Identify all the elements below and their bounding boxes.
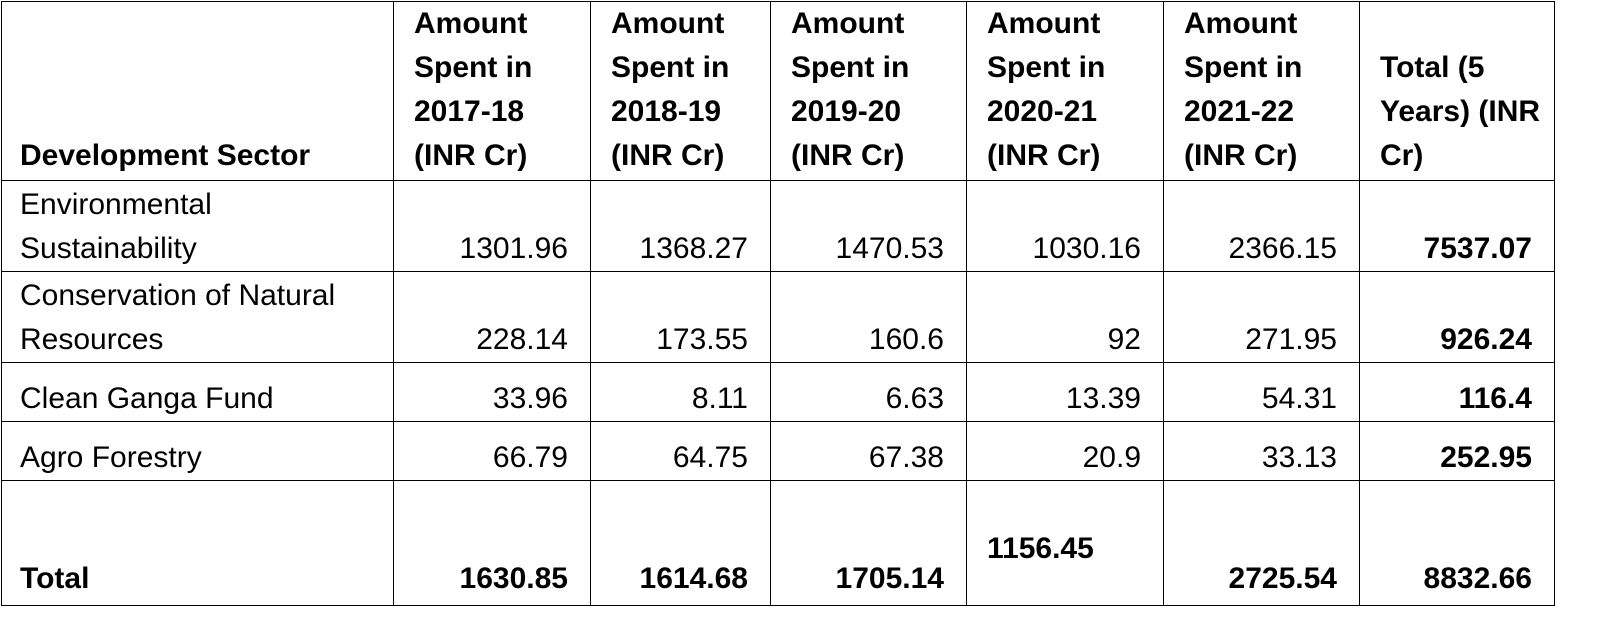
value-cell: 2366.15 bbox=[1163, 180, 1360, 272]
header-2019-20: Amount Spent in 2019-20 (INR Cr) bbox=[770, 1, 967, 181]
value-cell: 173.55 bbox=[590, 271, 771, 363]
value-cell: 1030.16 bbox=[966, 180, 1164, 272]
value-cell: 1470.53 bbox=[770, 180, 967, 272]
header-2020-21: Amount Spent in 2020-21 (INR Cr) bbox=[966, 1, 1164, 181]
header-row: Development Sector Amount Spent in 2017-… bbox=[1, 1, 1555, 181]
total-label-cell: Total bbox=[1, 480, 394, 606]
value-cell: 1301.96 bbox=[393, 180, 591, 272]
header-2017-18: Amount Spent in 2017-18 (INR Cr) bbox=[393, 1, 591, 181]
value-cell: 64.75 bbox=[590, 421, 771, 481]
header-2021-22: Amount Spent in 2021-22 (INR Cr) bbox=[1163, 1, 1360, 181]
header-total-5-years: Total (5 Years) (INR Cr) bbox=[1359, 1, 1555, 181]
total-value-cell: 1156.45 bbox=[966, 480, 1164, 606]
value-cell: 6.63 bbox=[770, 362, 967, 422]
value-cell: 67.38 bbox=[770, 421, 967, 481]
value-cell: 271.95 bbox=[1163, 271, 1360, 363]
value-cell: 13.39 bbox=[966, 362, 1164, 422]
row-total-cell: 252.95 bbox=[1359, 421, 1555, 481]
value-cell: 33.13 bbox=[1163, 421, 1360, 481]
value-cell: 54.31 bbox=[1163, 362, 1360, 422]
total-value-cell: 1705.14 bbox=[770, 480, 967, 606]
value-cell: 1368.27 bbox=[590, 180, 771, 272]
sector-cell: Clean Ganga Fund bbox=[1, 362, 394, 422]
value-cell: 33.96 bbox=[393, 362, 591, 422]
row-total-cell: 926.24 bbox=[1359, 271, 1555, 363]
total-value-cell: 1614.68 bbox=[590, 480, 771, 606]
sector-cell: Environmental Sustainability bbox=[1, 180, 394, 272]
header-2018-19: Amount Spent in 2018-19 (INR Cr) bbox=[590, 1, 771, 181]
sector-cell: Agro Forestry bbox=[1, 421, 394, 481]
table-row: Conservation of Natural Resources 228.14… bbox=[1, 271, 1555, 363]
grand-total-cell: 8832.66 bbox=[1359, 480, 1555, 606]
row-total-cell: 116.4 bbox=[1359, 362, 1555, 422]
sector-cell: Conservation of Natural Resources bbox=[1, 271, 394, 363]
total-row: Total 1630.85 1614.68 1705.14 1156.45 27… bbox=[1, 480, 1555, 606]
value-cell: 92 bbox=[966, 271, 1164, 363]
value-cell: 160.6 bbox=[770, 271, 967, 363]
value-cell: 66.79 bbox=[393, 421, 591, 481]
value-cell: 228.14 bbox=[393, 271, 591, 363]
table-row: Clean Ganga Fund 33.96 8.11 6.63 13.39 5… bbox=[1, 362, 1555, 422]
value-cell: 8.11 bbox=[590, 362, 771, 422]
value-cell: 20.9 bbox=[966, 421, 1164, 481]
table-row: Environmental Sustainability 1301.96 136… bbox=[1, 180, 1555, 272]
total-value-cell: 1630.85 bbox=[393, 480, 591, 606]
row-total-cell: 7537.07 bbox=[1359, 180, 1555, 272]
table-row: Agro Forestry 66.79 64.75 67.38 20.9 33.… bbox=[1, 421, 1555, 481]
spending-table: Development Sector Amount Spent in 2017-… bbox=[1, 1, 1555, 606]
total-value-cell: 2725.54 bbox=[1163, 480, 1360, 606]
header-development-sector: Development Sector bbox=[1, 1, 394, 181]
